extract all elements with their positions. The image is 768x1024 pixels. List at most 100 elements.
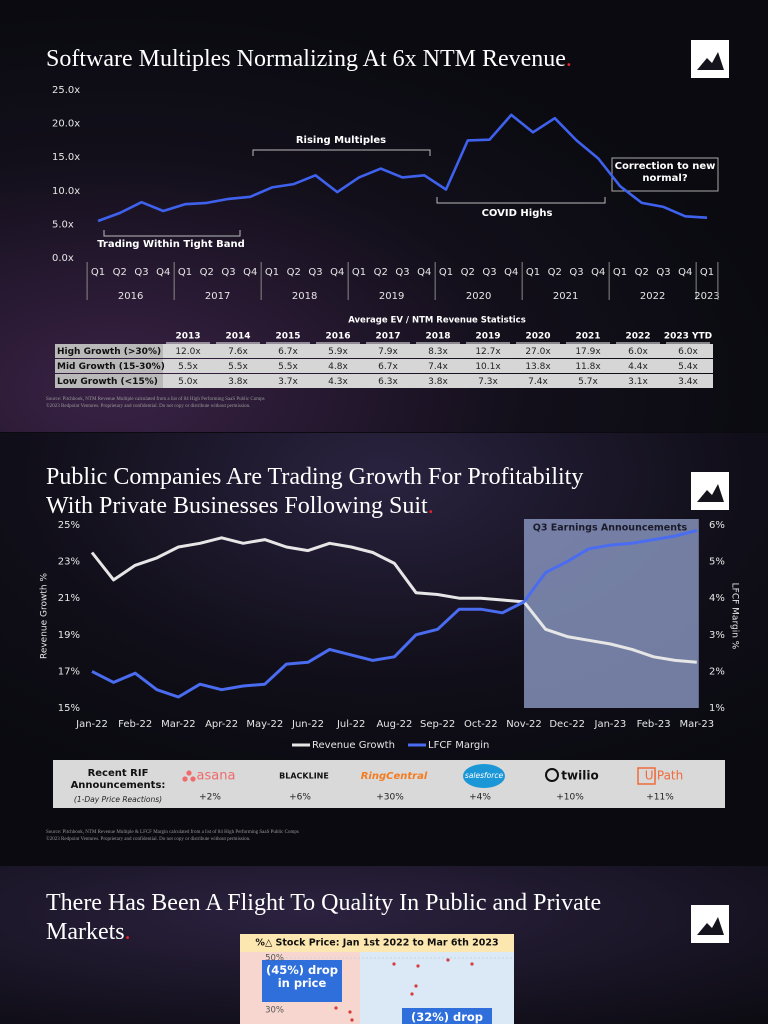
y-tick-label: 15% [58,703,80,714]
table-cell: 7.6x [228,347,248,357]
table-header: 2020 [525,332,550,342]
x-tick-label: Q1 [526,267,540,278]
dot [470,962,474,966]
table-title: Average EV / NTM Revenue Statistics [348,316,526,326]
table-cell: 27.0x [525,347,551,357]
company-name: UiPath [645,769,683,783]
x-tick-label: Q1 [352,267,366,278]
callout-box: (32%) drop [410,1011,484,1024]
y2-tick-label: 2% [709,666,725,677]
company-name: BLACKLINE [279,772,329,781]
table-header: 2018 [425,332,450,342]
x-tick-label: Q4 [591,267,605,278]
y-tick-label: 20.0x [52,119,80,130]
x-tick-label: Q2 [374,267,388,278]
dot [446,958,450,962]
table-cell: 10.1x [475,362,501,372]
dot [348,1010,352,1014]
x-tick-label: Q3 [482,267,496,278]
table-cell: 3.1x [628,377,648,387]
table-cell: 5.5x [228,362,248,372]
table-cell: 5.4x [678,362,698,372]
price-change: +4% [469,793,491,803]
y-tick-label: 50% [265,954,284,964]
table-cell: 7.4x [528,377,548,387]
bracket [103,230,241,237]
company-name: twilio [561,769,598,783]
y2-tick-label: 1% [709,703,725,714]
table-row [55,344,163,358]
annotation-box: Correction to new normal? [615,161,716,184]
table-cell: 4.8x [328,362,348,372]
x-group-label: 2021 [553,291,578,302]
y-tick-label: 17% [58,666,80,677]
company-name: salesforce [465,771,504,780]
table-cell: 6.7x [378,362,398,372]
x-group-label: 2020 [466,291,491,302]
y-tick-label: 0.0x [52,253,74,264]
source-note: ©2023 Redpoint Ventures. Proprietary and… [46,403,250,409]
x-tick-label: May-22 [246,719,283,730]
price-change: +11% [646,793,674,803]
rif-heading: Recent RIF Announcements: [70,768,166,791]
bracket [252,149,431,156]
x-tick-label: Q2 [635,267,649,278]
rif-heading-box: Recent RIF Announcements: [70,768,166,791]
x-tick-label: Apr-22 [205,719,238,730]
dot [410,992,414,996]
logo-mark [697,917,724,935]
table-cell: 4.4x [628,362,648,372]
legend-label: LFCF Margin [428,740,489,751]
table-cell: 4.3x [328,377,348,387]
x-tick-label: Q2 [113,267,127,278]
x-group-label: 2016 [118,291,143,302]
x-tick-label: Jan-22 [75,719,108,730]
y-tick-label: 25.0x [52,85,80,96]
x-tick-label: Q1 [439,267,453,278]
callout: (32%) drop [410,1011,484,1024]
dots [334,958,474,1022]
title-accent: . [125,919,131,945]
y2-tick-label: 3% [709,630,725,641]
table-row [163,374,713,388]
stock-chart-panel [240,934,514,1024]
rif-panel [53,760,725,808]
company-logo-shape [463,764,505,788]
row-label: Low Growth (<15%) [57,377,158,387]
table-header: 2015 [275,332,300,342]
x-tick-label: Q4 [330,267,344,278]
y-tick-label: 10.0x [52,186,80,197]
table-header: 2014 [225,332,250,342]
table-cell: 7.3x [478,377,498,387]
price-change: +30% [376,793,404,803]
table-cell: 12.7x [475,347,501,357]
y-tick-label: 19% [58,630,80,641]
table-header: 2017 [375,332,400,342]
table-cell: 3.8x [228,377,248,387]
x-tick-label: Q4 [156,267,170,278]
table-cell: 5.9x [328,347,348,357]
table-cell: 5.5x [278,362,298,372]
annotation: COVID Highs [482,208,553,219]
chart-subtitle: %△ Stock Price: Jan 1st 2022 to Mar 6th … [255,938,498,949]
table-header: 2022 [625,332,650,342]
table-cell: 3.4x [678,377,698,387]
slide-title: There Has Been A Flight To Quality In Pu… [46,890,601,916]
x-tick-label: Q4 [243,267,257,278]
table-row [163,359,713,373]
title-accent: . [566,46,572,72]
source-note: ©2023 Redpoint Ventures. Proprietary and… [46,836,250,842]
x-tick-label: Q2 [200,267,214,278]
table-cell: 5.0x [178,377,198,387]
table-cell: 8.3x [428,347,448,357]
company-name: asana [197,769,236,784]
table-cell: 3.8x [428,377,448,387]
x-tick-label: Q1 [265,267,279,278]
annotation: Rising Multiples [296,135,386,146]
company-name: RingCentral [361,771,428,782]
y-axis-title: Revenue Growth % [40,573,50,659]
logo-mark [697,484,724,502]
table-cell: 5.7x [578,377,598,387]
table-cell: 6.3x [378,377,398,387]
